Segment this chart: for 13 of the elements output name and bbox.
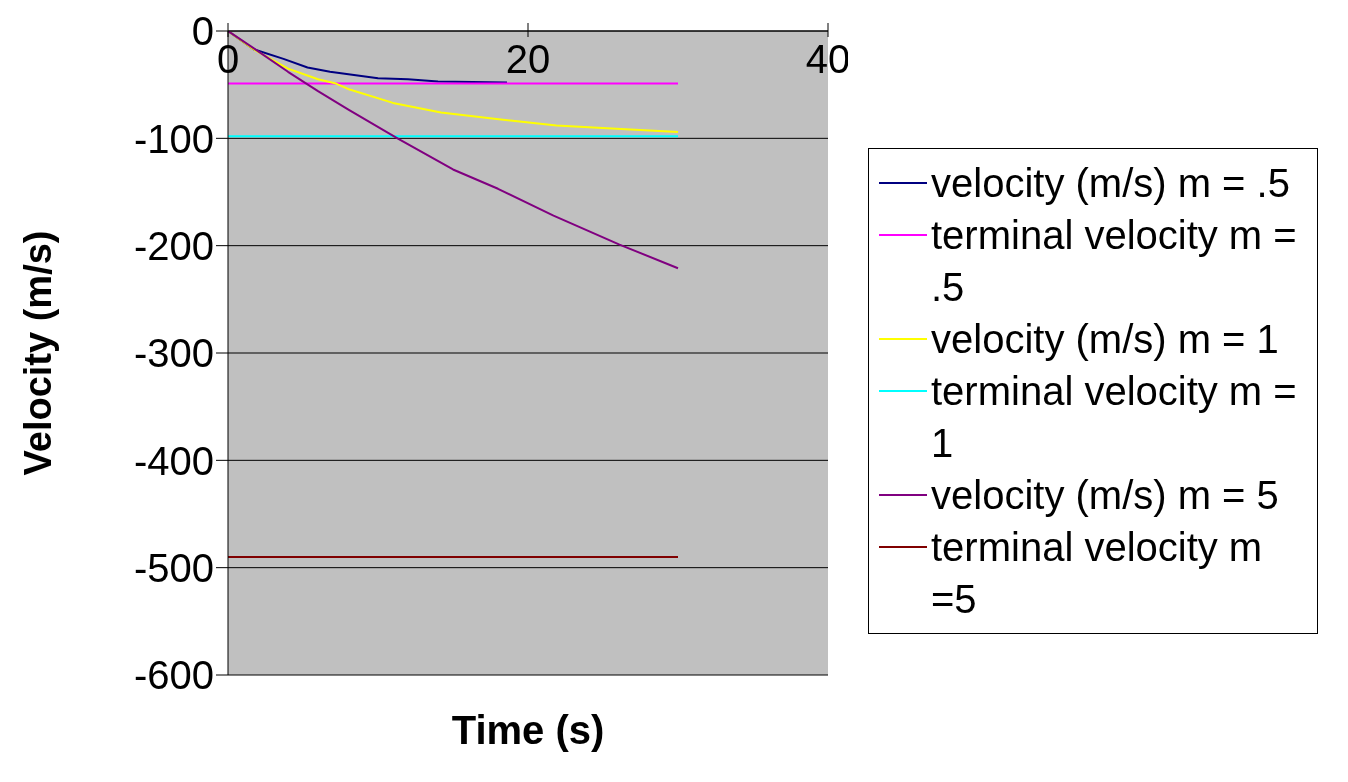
x-axis-title: Time (s) xyxy=(450,708,606,753)
legend-label: velocity (m/s) m = 5 xyxy=(931,472,1279,519)
y-axis-title: Velocity (m/s) xyxy=(17,230,60,476)
y-tick-label: -200 xyxy=(133,223,214,268)
legend-label: velocity (m/s) m = .5 xyxy=(931,160,1290,207)
legend-label: velocity (m/s) m = 1 xyxy=(931,316,1279,363)
y-tick-label: -100 xyxy=(133,116,214,161)
y-tick-label: -500 xyxy=(133,545,214,590)
x-tick-label: 20 xyxy=(505,37,551,81)
y-tick-label: -600 xyxy=(133,653,214,698)
y-tick-label: -300 xyxy=(133,331,214,376)
y-tick-label: -400 xyxy=(133,438,214,483)
legend-label: terminal velocity m =5 xyxy=(931,524,1264,623)
